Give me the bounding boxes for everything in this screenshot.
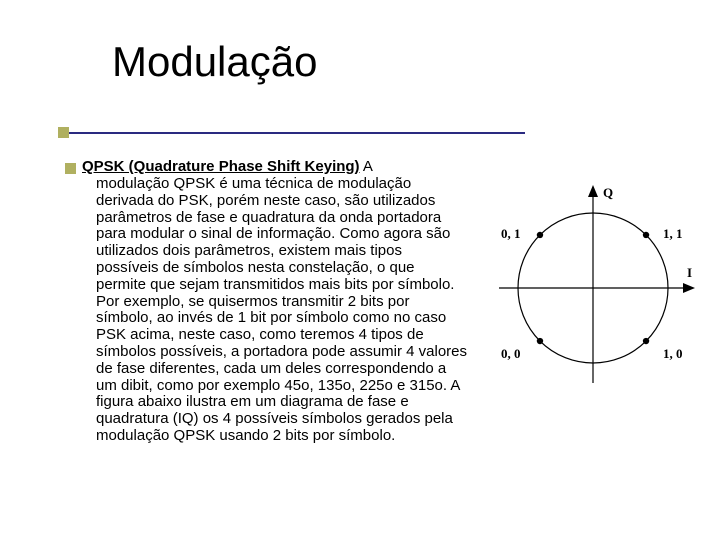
pt-label-00: 0, 0 (501, 346, 521, 361)
pt-label-01: 0, 1 (501, 226, 521, 241)
center-mark (588, 283, 598, 293)
axis-label-q: Q (603, 185, 613, 200)
pt-label-11: 1, 1 (663, 226, 683, 241)
page-title: Modulação (112, 38, 317, 86)
bullet-square-icon (65, 163, 76, 174)
lead-tail: A (360, 158, 373, 175)
axis-label-i: I (687, 265, 692, 280)
iq-constellation-diagram: Q I 0, 1 1, 1 0, 0 1, 0 (487, 183, 699, 388)
paragraph-text: modulação QPSK é uma técnica de modulaçã… (96, 176, 468, 445)
lead-line: QPSK (Quadrature Phase Shift Keying) A (82, 158, 468, 176)
body-text-block: QPSK (Quadrature Phase Shift Keying) A m… (82, 158, 468, 445)
title-underline (65, 132, 525, 134)
lead-bold-underline: QPSK (Quadrature Phase Shift Keying) (82, 158, 360, 175)
pt-label-10: 1, 0 (663, 346, 683, 361)
